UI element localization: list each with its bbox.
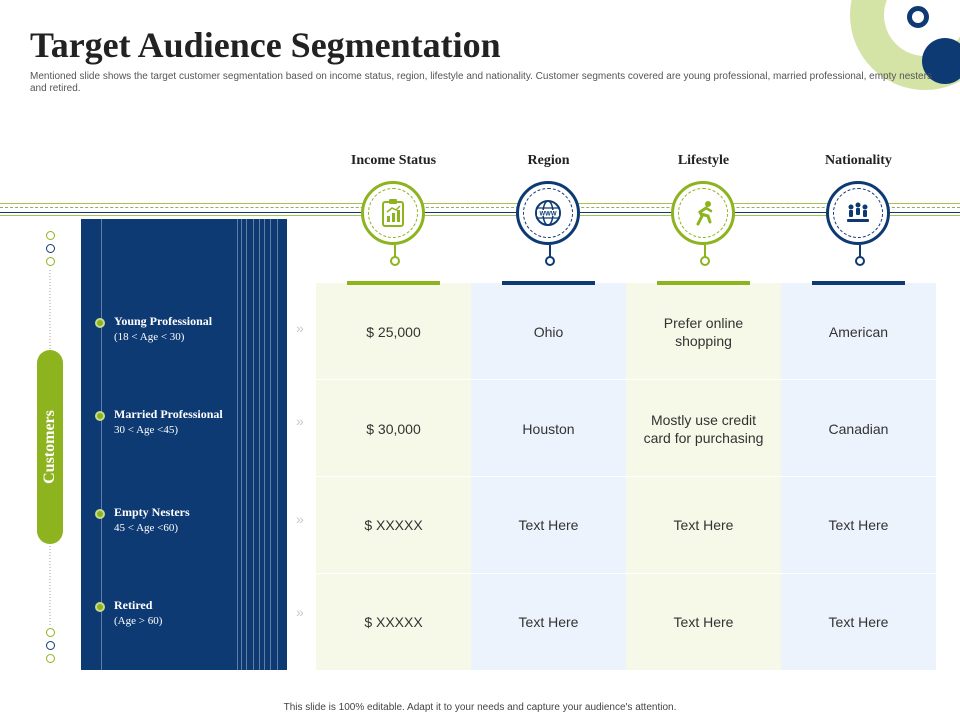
header-line-band (0, 201, 960, 217)
chevron-right-icon: » (296, 320, 304, 336)
cell-nationality: American (828, 323, 889, 340)
connector-stem (859, 245, 861, 257)
bullet-dot (95, 411, 105, 421)
customers-label: Customers (41, 410, 59, 484)
corner-dot-decoration (922, 38, 960, 84)
side-circle-decoration (46, 654, 55, 663)
cell-lifestyle: Text Here (673, 516, 734, 533)
slide-footer: This slide is 100% editable. Adapt it to… (283, 702, 677, 713)
column-header-nationality: Nationality (825, 153, 892, 168)
column-header-region: Region (527, 153, 570, 168)
side-circle-decoration (46, 231, 55, 240)
bullet-dot (95, 509, 105, 519)
connector-stem (549, 245, 551, 257)
row-separator (316, 379, 936, 380)
slide-title: Target Audience Segmentation (30, 25, 501, 65)
segment-panel (81, 219, 287, 670)
globe-icon: WWW (516, 181, 580, 245)
cell-region: Ohio (533, 323, 564, 340)
segment-age: (Age > 60) (114, 615, 163, 627)
connector-dot (390, 256, 400, 266)
segment-age: (18 < Age < 30) (114, 331, 185, 343)
side-circle-decoration (46, 244, 55, 253)
cell-region: Text Here (518, 613, 579, 630)
cell-income: $ XXXXX (364, 613, 423, 630)
column-accent-bar (657, 281, 750, 285)
chevron-right-icon: » (296, 511, 304, 527)
segment-name: Empty Nesters (114, 505, 190, 519)
connector-dot (545, 256, 555, 266)
connector-dot (700, 256, 710, 266)
report-icon (361, 181, 425, 245)
bullet-dot (95, 602, 105, 612)
side-circle-decoration (46, 641, 55, 650)
people-icon (826, 181, 890, 245)
chevron-right-icon: » (296, 604, 304, 620)
cell-nationality: Canadian (828, 420, 889, 437)
slide-subtitle: Mentioned slide shows the target custome… (30, 71, 932, 94)
customers-label-pill: Customers (37, 350, 63, 544)
segment-age: 45 < Age <60) (114, 522, 179, 534)
row-separator (316, 573, 936, 574)
column-accent-bar (347, 281, 440, 285)
connector-dot (855, 256, 865, 266)
column-header-lifestyle: Lifestyle (677, 153, 730, 168)
cell-income: $ XXXXX (364, 516, 423, 533)
side-circle-decoration (46, 257, 55, 266)
column-accent-bar (502, 281, 595, 285)
svg-text:WWW: WWW (540, 212, 557, 218)
cell-region: Text Here (518, 516, 579, 533)
segment-name: Married Professional (114, 407, 223, 421)
cell-lifestyle: Prefer online shopping (663, 314, 744, 349)
cell-income: $ 30,000 (366, 420, 421, 437)
bullet-dot (95, 318, 105, 328)
cell-income: $ 25,000 (366, 323, 421, 340)
cell-nationality: Text Here (828, 613, 889, 630)
connector-stem (394, 245, 396, 257)
cell-lifestyle: Mostly use credit card for purchasing (643, 411, 764, 446)
column-header-income-status: Income Status (350, 153, 437, 168)
segment-name: Retired (114, 598, 153, 612)
chevron-right-icon: » (296, 413, 304, 429)
row-separator (316, 476, 936, 477)
side-circle-decoration (46, 628, 55, 637)
cell-lifestyle: Text Here (673, 613, 734, 630)
segment-name: Young Professional (114, 314, 213, 328)
runner-icon (671, 181, 735, 245)
cell-region: Houston (522, 420, 575, 437)
segment-age: 30 < Age <45) (114, 424, 179, 436)
column-accent-bar (812, 281, 905, 285)
connector-stem (704, 245, 706, 257)
corner-small-ring-decoration (907, 6, 929, 28)
cell-nationality: Text Here (828, 516, 889, 533)
